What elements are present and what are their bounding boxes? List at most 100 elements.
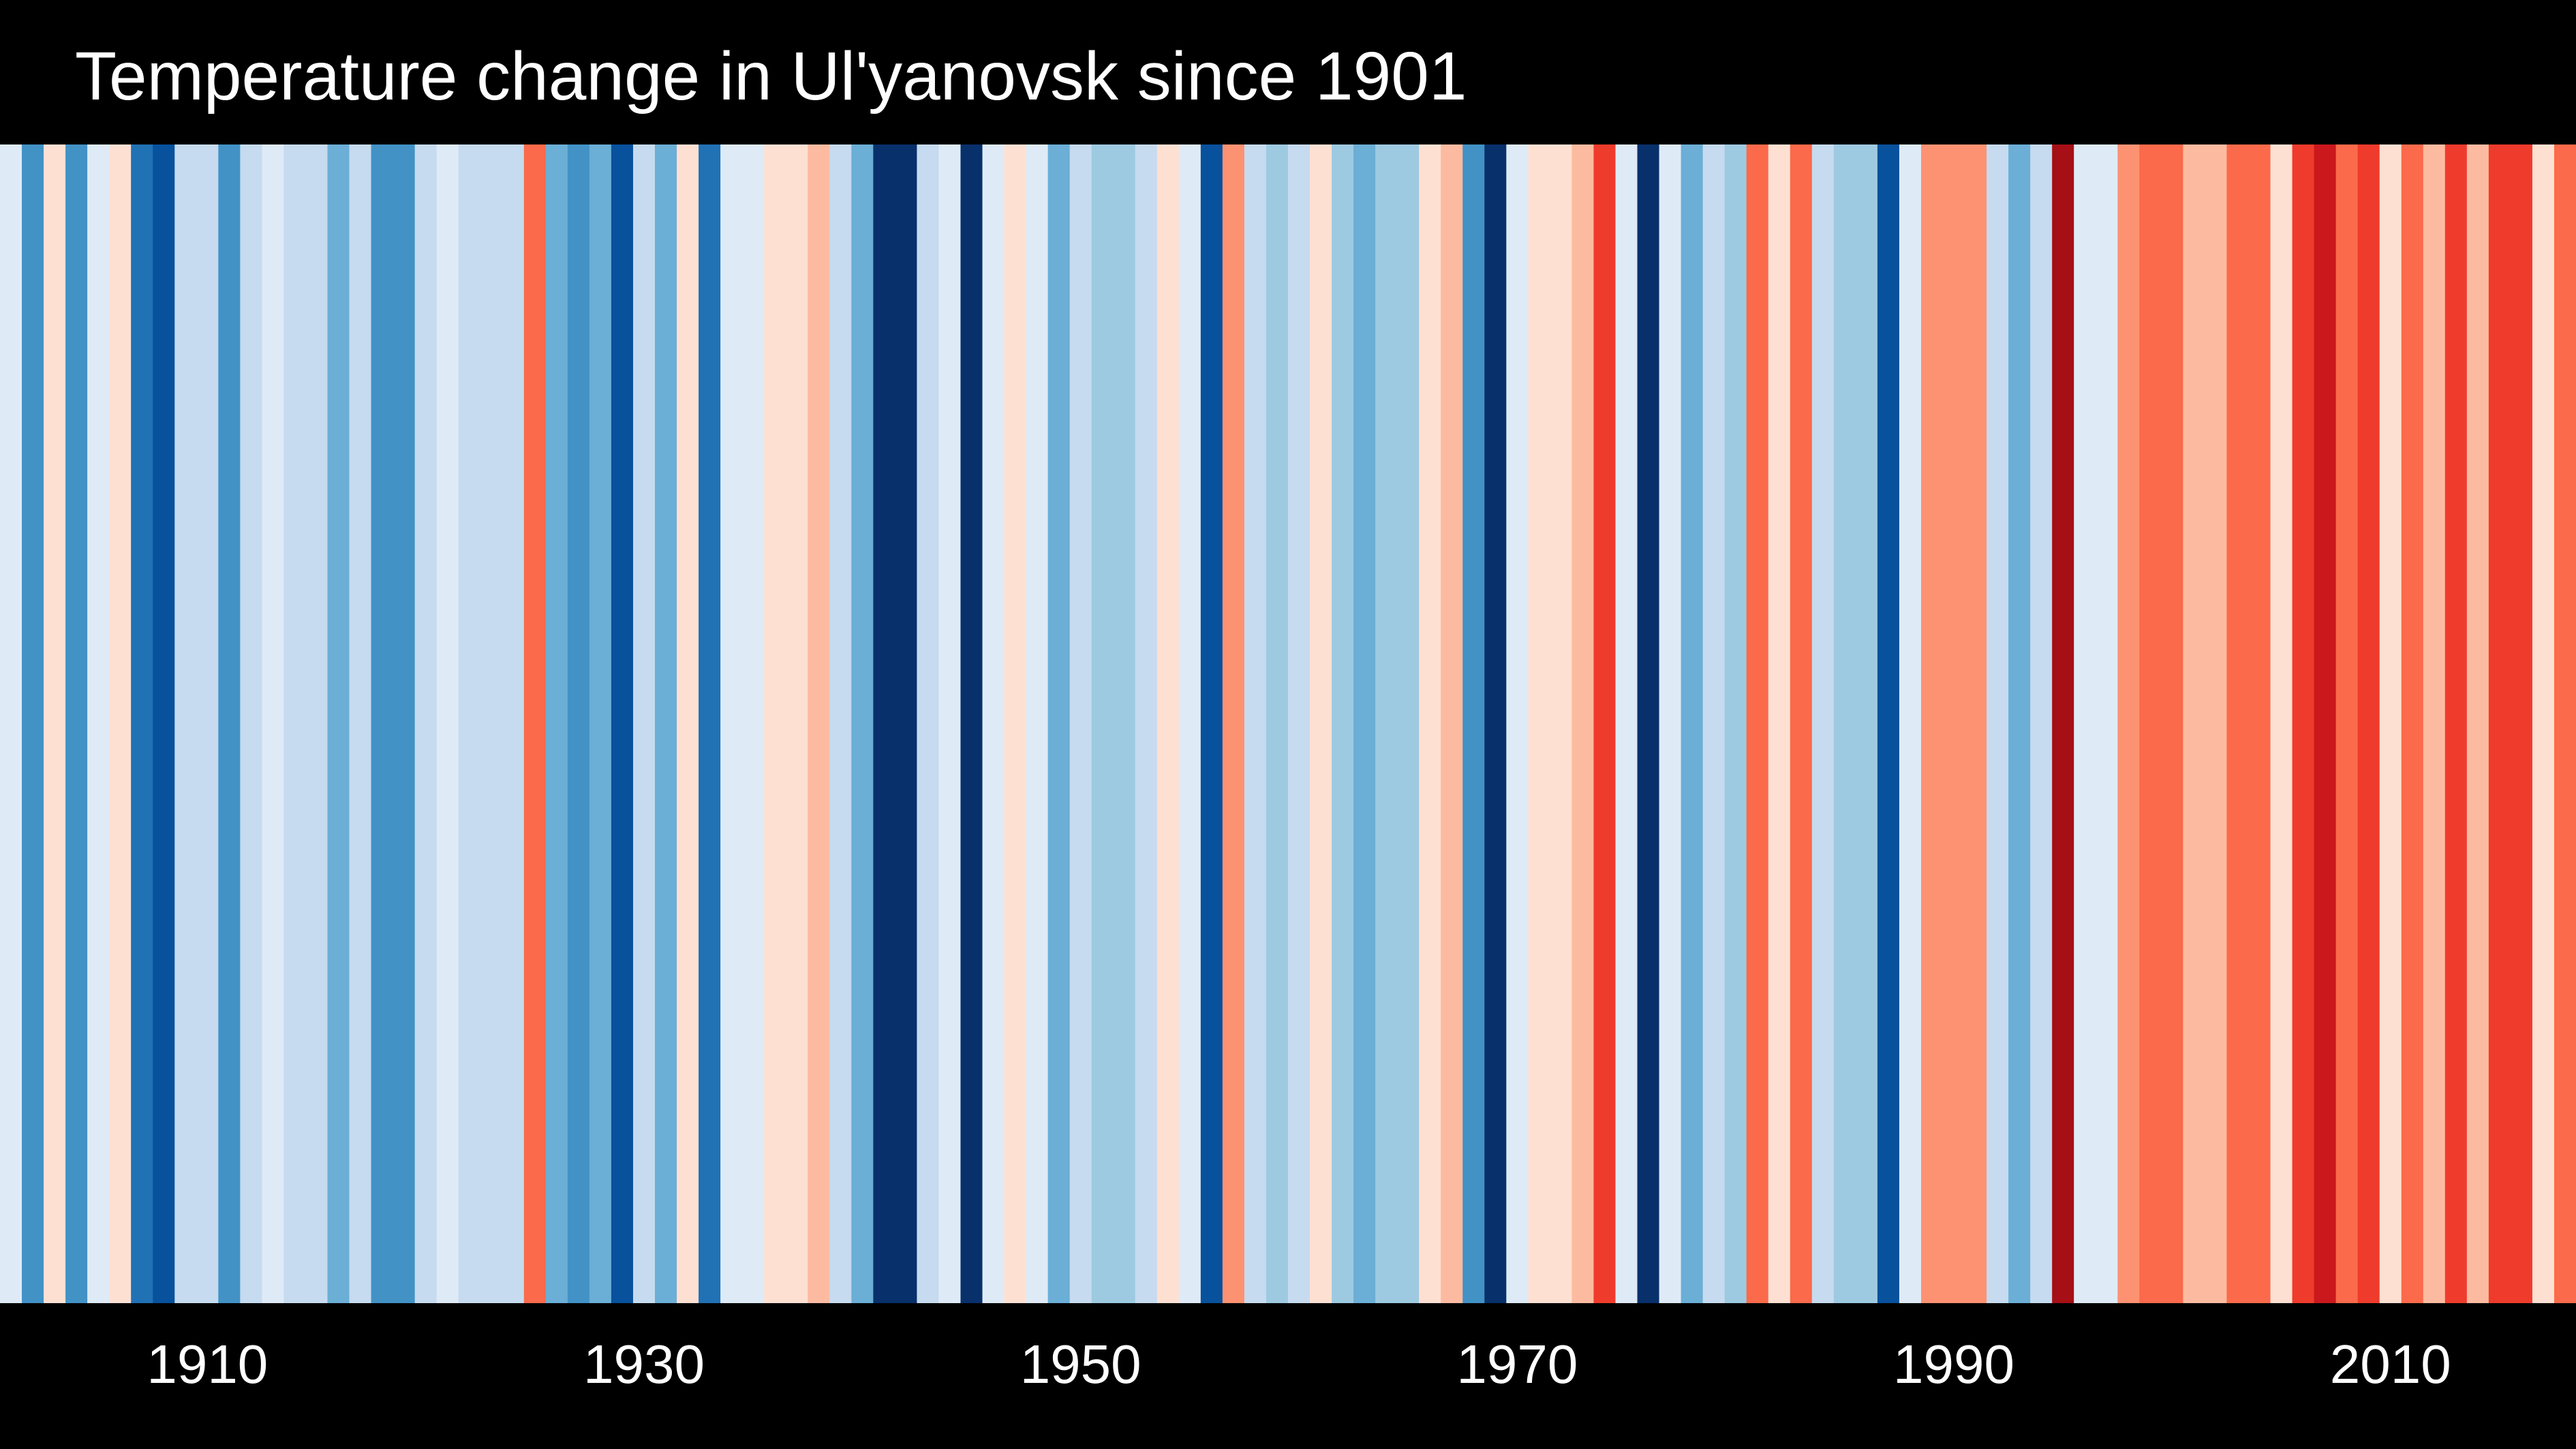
stripe-1970 [1506,144,1529,1303]
stripe-2003 [2226,144,2250,1303]
stripe-1968 [1462,144,1486,1303]
stripe-1939 [829,144,853,1303]
stripe-2008 [2335,144,2359,1303]
stripe-1989 [1920,144,1944,1303]
stripe-1983 [1790,144,1813,1303]
stripe-1909 [174,144,198,1303]
stripe-2006 [2292,144,2315,1303]
stripe-1921 [436,144,459,1303]
stripe-1927 [567,144,590,1303]
stripe-1928 [589,144,612,1303]
stripe-1974 [1593,144,1616,1303]
stripe-1960 [1288,144,1310,1303]
stripe-1943 [917,144,940,1303]
stripe-1915 [305,144,328,1303]
stripe-1953 [1135,144,1158,1303]
stripe-1934 [720,144,743,1303]
stripe-2010 [2379,144,2402,1303]
stripe-2018 [2554,144,2576,1303]
stripe-1969 [1484,144,1507,1303]
stripe-1951 [1091,144,1114,1303]
stripe-1946 [982,144,1005,1303]
stripe-2017 [2532,144,2555,1303]
stripe-1975 [1615,144,1638,1303]
stripe-1954 [1156,144,1180,1303]
stripe-1986 [1855,144,1878,1303]
stripe-2005 [2270,144,2293,1303]
stripe-1902 [22,144,44,1303]
stripe-1922 [458,144,481,1303]
stripe-1941 [873,144,896,1303]
stripe-1991 [1965,144,1987,1303]
stripe-1925 [523,144,547,1303]
stripe-1950 [1069,144,1092,1303]
stripe-1965 [1397,144,1420,1303]
stripe-2009 [2357,144,2380,1303]
stripe-1901 [0,144,22,1303]
x-tick-label: 1990 [1893,1334,2015,1394]
stripe-1955 [1178,144,1201,1303]
stripe-1966 [1419,144,1442,1303]
stripe-2014 [2466,144,2489,1303]
x-tick-label: 1910 [147,1334,269,1394]
stripe-1988 [1899,144,1922,1303]
stripe-2007 [2314,144,2337,1303]
stripe-1963 [1353,144,1376,1303]
stripe-1956 [1200,144,1223,1303]
stripe-1993 [2008,144,2031,1303]
stripe-1929 [611,144,634,1303]
stripe-2015 [2488,144,2511,1303]
stripe-1935 [742,144,765,1303]
stripe-1967 [1441,144,1464,1303]
stripe-2016 [2510,144,2533,1303]
stripe-1942 [895,144,918,1303]
stripe-1996 [2074,144,2097,1303]
stripe-2001 [2183,144,2206,1303]
stripe-1907 [131,144,154,1303]
stripe-1931 [655,144,677,1303]
stripe-1990 [1943,144,1965,1303]
stripe-1930 [632,144,656,1303]
stripe-1984 [1811,144,1835,1303]
x-tick-label: 1950 [1019,1334,1141,1394]
stripe-1938 [808,144,831,1303]
stripe-1920 [414,144,438,1303]
stripe-1937 [786,144,809,1303]
stripe-1905 [87,144,110,1303]
stripe-1936 [764,144,787,1303]
stripe-1914 [283,144,307,1303]
stripe-1924 [502,144,525,1303]
stripe-1908 [153,144,176,1303]
stripe-1903 [44,144,66,1303]
stripe-1918 [371,144,394,1303]
stripe-1962 [1332,144,1354,1303]
stripe-1932 [677,144,699,1303]
stripe-1919 [393,144,416,1303]
stripe-1978 [1681,144,1704,1303]
stripe-1947 [1004,144,1027,1303]
stripe-1948 [1026,144,1049,1303]
stripe-1981 [1746,144,1769,1303]
stripe-1926 [545,144,568,1303]
stripe-1944 [938,144,962,1303]
stripe-1980 [1724,144,1747,1303]
stripe-2000 [2161,144,2184,1303]
stripe-2004 [2248,144,2271,1303]
stripe-1995 [2052,144,2075,1303]
stripe-1959 [1266,144,1289,1303]
stripe-1977 [1659,144,1682,1303]
stripe-2013 [2444,144,2468,1303]
stripe-2002 [2205,144,2228,1303]
stripe-1987 [1877,144,1900,1303]
stripe-1913 [262,144,285,1303]
stripe-1911 [218,144,241,1303]
stripe-1912 [240,144,263,1303]
stripe-1994 [2030,144,2053,1303]
warming-stripes [0,144,2576,1303]
stripe-1933 [699,144,721,1303]
stripe-1982 [1768,144,1791,1303]
stripe-1998 [2117,144,2141,1303]
x-axis: 1910 1930 1950 1970 1990 2010 [0,1303,2576,1449]
stripe-1964 [1375,144,1398,1303]
stripe-1952 [1113,144,1136,1303]
